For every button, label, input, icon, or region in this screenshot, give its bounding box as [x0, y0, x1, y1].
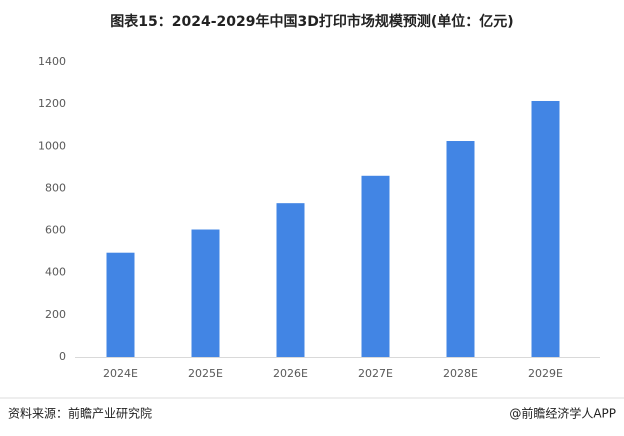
y-tick-label: 0 — [59, 350, 66, 363]
bar — [531, 100, 560, 357]
y-tick-label: 600 — [45, 224, 66, 237]
bar — [276, 203, 305, 357]
bar — [446, 141, 475, 357]
bar — [191, 229, 220, 357]
y-tick-label: 1000 — [38, 139, 66, 152]
x-tick-label: 2025E — [188, 367, 223, 380]
credit: @前瞻经济学人APP — [509, 406, 616, 421]
bar — [106, 252, 135, 357]
y-tick-label: 1400 — [38, 55, 66, 68]
chart-title: 图表15：2024-2029年中国3D打印市场规模预测(单位：亿元) — [110, 13, 513, 30]
x-tick-label: 2028E — [443, 367, 478, 380]
bar — [361, 175, 390, 357]
x-tick-label: 2027E — [358, 367, 393, 380]
x-tick-label: 2029E — [528, 367, 563, 380]
source: 资料来源：前瞻产业研究院 — [8, 406, 152, 421]
y-tick-label: 200 — [45, 308, 66, 321]
y-tick-label: 1200 — [38, 97, 66, 110]
y-tick-label: 400 — [45, 266, 66, 279]
x-tick-label: 2026E — [273, 367, 308, 380]
x-tick-label: 2024E — [103, 367, 138, 380]
y-tick-label: 800 — [45, 181, 66, 194]
